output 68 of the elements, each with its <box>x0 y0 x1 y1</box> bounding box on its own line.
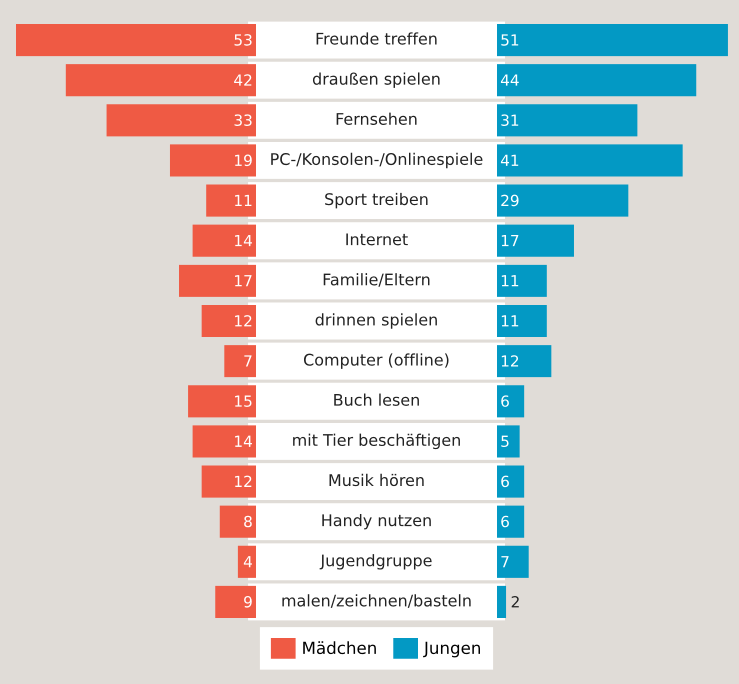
data-label: 9 <box>244 596 252 608</box>
bar <box>497 385 524 418</box>
bar <box>220 506 256 538</box>
data-label: 7 <box>501 556 509 568</box>
data-label: 12 <box>235 476 252 487</box>
y-tick-label: Familie/Eltern <box>324 273 430 287</box>
y-tick-label: malen/zeichnen/basteln <box>282 594 471 608</box>
data-label: 14 <box>235 235 252 246</box>
bar <box>202 465 256 498</box>
data-label: 6 <box>501 476 509 488</box>
data-label: 2 <box>512 596 519 608</box>
bar <box>192 224 256 257</box>
data-label: 51 <box>501 34 518 46</box>
bar <box>497 506 524 538</box>
bar <box>497 224 574 257</box>
y-tick-label: mit Tier beschäftigen <box>293 434 460 450</box>
bar <box>202 304 256 338</box>
bar <box>497 264 547 297</box>
data-label: 29 <box>501 194 519 206</box>
data-label: 53 <box>234 34 252 46</box>
data-label: 31 <box>501 114 518 126</box>
data-label: 6 <box>501 395 509 407</box>
data-label: 17 <box>502 235 518 246</box>
bar <box>179 264 256 297</box>
y-tick-label: Handy nutzen <box>322 514 431 530</box>
y-tick-label: Internet <box>346 233 408 246</box>
bar <box>497 345 552 378</box>
data-label: 15 <box>235 396 252 407</box>
data-label: 4 <box>244 556 252 568</box>
data-label: 11 <box>235 194 252 206</box>
bar <box>224 345 256 378</box>
bar <box>238 546 256 578</box>
y-tick-label: Computer (offline) <box>304 353 448 369</box>
data-label: 42 <box>234 74 252 86</box>
y-tick-label: Buch lesen <box>334 394 419 406</box>
bar <box>497 546 529 578</box>
y-tick-label: drinnen spielen <box>316 313 437 329</box>
y-tick-label: Sport treiben <box>325 192 428 208</box>
data-label: 6 <box>501 516 509 528</box>
bar <box>497 304 547 338</box>
bar <box>497 465 524 498</box>
bar <box>188 385 256 418</box>
bar <box>215 586 256 618</box>
data-label: 12 <box>502 355 518 367</box>
data-label: 8 <box>244 516 252 528</box>
data-label: 12 <box>235 315 252 326</box>
y-tick-label: Freunde treffen <box>316 32 437 45</box>
y-tick-label: Musik hören <box>330 474 424 486</box>
data-label: 41 <box>500 154 518 166</box>
data-label: 44 <box>500 74 519 86</box>
y-tick-label: PC-/Konsolen-/Onlinespiele <box>271 152 482 168</box>
bar <box>206 184 256 217</box>
data-label: 14 <box>235 436 252 447</box>
y-tick-label: Fernsehen <box>336 112 417 125</box>
legend-label: Mädchen <box>303 641 376 654</box>
bar <box>497 586 506 618</box>
y-tick-label: draußen spielen <box>312 72 440 88</box>
legend-label: Jungen <box>423 642 480 658</box>
data-label: 11 <box>502 315 518 326</box>
data-label: 19 <box>235 154 252 166</box>
data-label: 17 <box>235 275 252 286</box>
data-label: 7 <box>244 355 252 367</box>
data-label: 33 <box>234 114 252 126</box>
data-label: 11 <box>502 275 518 286</box>
y-tick-label: Jugendgruppe <box>320 554 432 570</box>
bar <box>497 425 520 458</box>
data-label: 5 <box>501 436 509 448</box>
bar <box>192 425 256 458</box>
